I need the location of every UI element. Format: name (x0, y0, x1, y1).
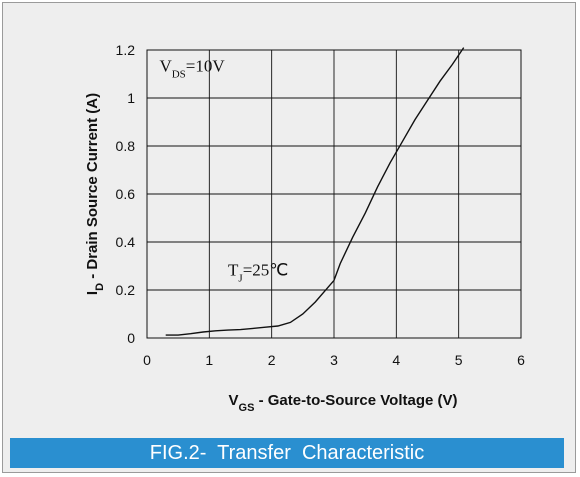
figure-frame (2, 2, 576, 473)
series-line-transfer (165, 47, 465, 336)
y-tick-label: 0.8 (116, 138, 136, 154)
x-tick-label: 6 (517, 352, 525, 368)
x-tick-labels: 0 1 2 3 4 5 6 (143, 352, 525, 368)
annotation-tj: TJ=25℃ (228, 261, 288, 285)
y-tick-label: 0 (127, 330, 135, 346)
grid (147, 50, 521, 338)
x-tick-label: 0 (143, 352, 151, 368)
y-tick-labels: 0 0.2 0.4 0.6 0.8 1 1.2 (116, 42, 136, 346)
y-tick-label: 0.6 (116, 186, 136, 202)
annotations: VDS=10V TJ=25℃ (159, 57, 288, 285)
y-tick-label: 1.2 (116, 42, 136, 58)
y-tick-label: 0.4 (116, 234, 136, 250)
x-tick-label: 3 (330, 352, 338, 368)
y-tick-label: 1 (127, 90, 135, 106)
y-axis-title: ID - Drain Source Current (A) (84, 93, 106, 295)
figure-caption: FIG.2- Transfer Characteristic (10, 438, 564, 468)
y-tick-label: 0.2 (116, 282, 136, 298)
annotation-vds: VDS=10V (159, 57, 225, 81)
plot-border (146, 49, 522, 339)
x-tick-label: 5 (455, 352, 463, 368)
x-tick-label: 4 (392, 352, 400, 368)
x-axis-title: VGS - Gate-to-Source Voltage (V) (229, 392, 458, 414)
x-tick-label: 1 (205, 352, 213, 368)
x-tick-label: 2 (268, 352, 276, 368)
